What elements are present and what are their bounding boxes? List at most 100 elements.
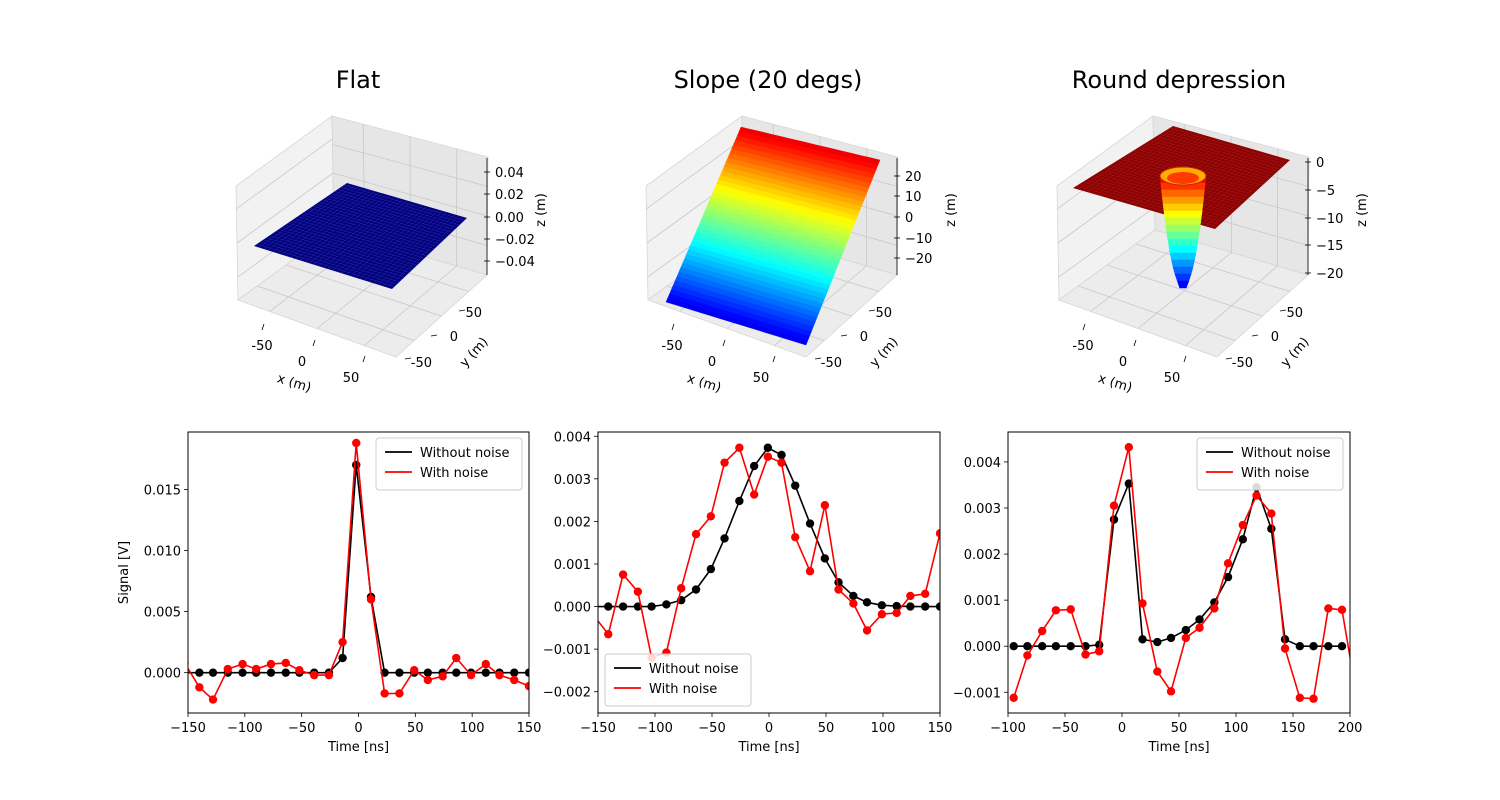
- x-axis-label: x (m): [1096, 371, 1134, 395]
- z-tick-label: 0: [1316, 156, 1324, 171]
- pit-band: [1176, 280, 1190, 289]
- data-point: [920, 602, 930, 611]
- data-point: [395, 668, 404, 677]
- z-tick-label: 0: [905, 211, 913, 226]
- x-tick-label: −100: [990, 721, 1026, 736]
- data-point: [949, 602, 957, 610]
- x-tick-label: −50: [288, 721, 315, 736]
- data-point: [1324, 642, 1333, 651]
- data-point: [647, 602, 656, 611]
- y-tick-label: 0: [450, 330, 458, 345]
- legend-label: Without noise: [1241, 446, 1331, 461]
- legend-label: With noise: [649, 682, 717, 697]
- data-point: [920, 589, 930, 598]
- data-point: [805, 519, 815, 528]
- y-tick-label: 0.003: [964, 502, 1001, 517]
- x-tick-label: 50: [343, 371, 360, 386]
- x-tick: [261, 323, 265, 331]
- y-tick-label: 50: [875, 306, 892, 321]
- line-chart-2: −150 −100 −50 0 50 100 150 −0.002 −0.001 0.000 0.0…: [543, 430, 957, 755]
- depression-pit: [1159, 166, 1207, 289]
- pit-band: [1162, 196, 1204, 205]
- data-point: [1181, 625, 1191, 635]
- x-tick-label: −50: [1051, 721, 1078, 736]
- legend-label: Without noise: [420, 446, 510, 461]
- data-point: [1252, 491, 1261, 500]
- x-tick: [362, 355, 366, 363]
- y-tick-label: 0.015: [144, 483, 181, 498]
- legend: Without noise With noise: [1196, 437, 1344, 491]
- series-without-noise: [188, 460, 529, 677]
- data-point: [618, 602, 628, 611]
- legend-label: With noise: [1241, 466, 1309, 481]
- data-point: [266, 668, 276, 677]
- data-point: [820, 501, 830, 510]
- x-tick-label: −100: [637, 721, 673, 736]
- data-point: [266, 659, 276, 669]
- line-plots: −150 −100 −50 0 50 100 150 0.000 0.005 0.010 0.015…: [117, 430, 1362, 755]
- data-point: [1066, 605, 1075, 614]
- data-point: [1066, 642, 1075, 651]
- data-point: [604, 602, 613, 611]
- y-tick-label: −0.001: [953, 686, 1001, 701]
- plot-area: [188, 438, 529, 704]
- data-point: [791, 532, 800, 542]
- data-point: [1138, 635, 1147, 644]
- z-tick-label: −20: [905, 252, 932, 267]
- z-tick-label: −0.02: [495, 233, 535, 248]
- data-point: [834, 585, 843, 594]
- data-point: [481, 659, 491, 669]
- y-tick-label: 0.005: [144, 606, 181, 621]
- data-point: [1324, 604, 1333, 613]
- x-tick-label: -50: [251, 339, 272, 354]
- legend-box: [375, 437, 523, 491]
- x-tick-label: −150: [170, 721, 206, 736]
- pit-band: [1174, 273, 1192, 282]
- y-tick: [430, 334, 438, 337]
- legend-label: With noise: [420, 466, 488, 481]
- data-point: [1223, 572, 1233, 582]
- line-chart-1: −150 −100 −50 0 50 100 150 0.000 0.005 0.010 0.015…: [117, 431, 541, 755]
- data-point: [1280, 644, 1290, 653]
- surface-panel-slope: -50 0 50 -50 0 50 20 10 0 −10 −20 x (m) y (m) z (m): [645, 115, 959, 396]
- pit-band: [1161, 189, 1205, 198]
- data-point: [1210, 604, 1219, 613]
- data-point: [735, 443, 744, 452]
- series-line: [598, 446, 940, 659]
- y-tick: [1251, 334, 1259, 337]
- data-point: [1238, 535, 1248, 544]
- data-point: [892, 608, 901, 618]
- x-axis-label: Time [ns]: [737, 740, 799, 755]
- pit-band: [1165, 224, 1201, 233]
- pit-band: [1172, 266, 1194, 275]
- data-point: [1095, 647, 1104, 656]
- data-point: [1166, 687, 1176, 696]
- y-tick-label: 0.000: [554, 601, 591, 616]
- y-tick-label: -50: [821, 356, 842, 371]
- data-point: [238, 668, 247, 677]
- line-chart-3: −100 −50 0 50 100 150 200 −0.001 0.000 0.001 0.002…: [953, 431, 1362, 755]
- data-point: [862, 598, 872, 607]
- x-tick: [772, 355, 776, 363]
- data-point: [949, 624, 957, 632]
- data-point: [906, 602, 915, 611]
- series-line: [188, 464, 529, 674]
- data-point: [749, 490, 759, 499]
- data-point: [352, 438, 361, 448]
- data-point: [1138, 599, 1147, 608]
- data-point: [452, 653, 461, 663]
- y-tick: [1225, 357, 1233, 360]
- y-axis-label: Signal [V]: [117, 541, 132, 604]
- data-point: [452, 668, 461, 677]
- z-tick-label: 0.02: [495, 188, 524, 203]
- data-point: [195, 668, 204, 677]
- x-axis-label: x (m): [685, 371, 723, 395]
- z-tick-label: 20: [905, 170, 922, 185]
- title-slope: Slope (20 degs): [674, 66, 863, 94]
- x-tick-label: −150: [580, 721, 616, 736]
- pit-inner: [1167, 172, 1199, 184]
- x-axis-label: Time [ns]: [327, 740, 389, 755]
- data-point: [1353, 693, 1361, 701]
- data-point: [1195, 615, 1204, 624]
